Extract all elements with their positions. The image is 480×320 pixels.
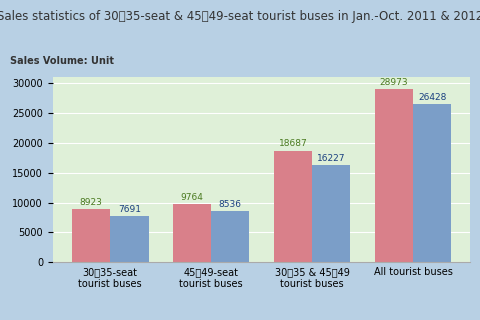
Text: Sales statistics of 30＼35-seat & 45＼49-seat tourist buses in Jan.-Oct. 2011 & 20: Sales statistics of 30＼35-seat & 45＼49-s… — [0, 10, 480, 23]
Text: 8923: 8923 — [80, 197, 102, 207]
Bar — [110, 216, 148, 262]
Text: 26428: 26428 — [418, 93, 446, 102]
Bar — [72, 209, 110, 262]
Text: 16227: 16227 — [317, 154, 346, 163]
Text: 9764: 9764 — [180, 193, 204, 202]
Bar — [211, 211, 250, 262]
Bar — [173, 204, 211, 262]
Text: 18687: 18687 — [278, 139, 307, 148]
Text: Sales Volume: Unit: Sales Volume: Unit — [10, 56, 114, 66]
Bar — [312, 165, 350, 262]
Bar — [274, 150, 312, 262]
Text: 8536: 8536 — [219, 200, 242, 209]
Bar — [413, 104, 451, 262]
Text: 7691: 7691 — [118, 205, 141, 214]
Text: 28973: 28973 — [380, 77, 408, 86]
Bar — [375, 89, 413, 262]
